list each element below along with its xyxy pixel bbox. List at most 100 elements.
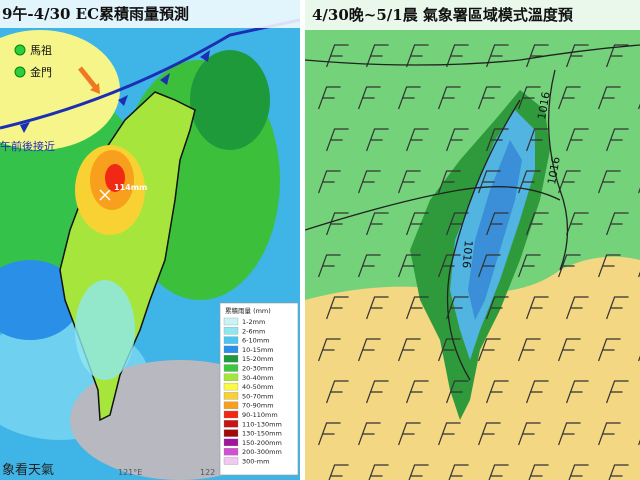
wind-barb	[406, 380, 429, 404]
wind-barb	[478, 86, 501, 110]
place-label: 馬祖	[30, 43, 52, 57]
wind-barb	[598, 422, 621, 446]
wind-barb	[406, 212, 429, 236]
wind-barb	[398, 422, 421, 446]
wind-barb	[318, 422, 341, 446]
wind-barb	[566, 128, 589, 152]
legend-swatch	[223, 410, 239, 419]
wind-barb	[518, 254, 541, 278]
wind-barb	[598, 338, 621, 362]
wind-barb	[358, 422, 381, 446]
wind-barb	[398, 254, 421, 278]
wind-barb	[486, 380, 509, 404]
wind-barb	[326, 296, 349, 320]
wind-barb	[558, 422, 581, 446]
place-label: 金門	[30, 65, 52, 79]
wind-barb	[486, 44, 509, 68]
isobar-label: 1016	[535, 91, 553, 121]
wind-barb	[398, 338, 421, 362]
legend-swatch	[223, 317, 239, 326]
wind-barb	[478, 170, 501, 194]
legend-label: 20-30mm	[242, 365, 274, 373]
legend-swatch	[223, 382, 239, 391]
axis-label: 122	[200, 468, 215, 477]
wind-barb	[366, 128, 389, 152]
legend-label: 150-200mm	[242, 439, 282, 447]
wind-barb	[318, 86, 341, 110]
legend-swatch	[223, 457, 239, 465]
legend-swatch	[223, 448, 239, 456]
wind-barb	[366, 212, 389, 236]
wind-barb	[478, 338, 501, 362]
legend-label: 90-110mm	[242, 411, 278, 419]
wind-barb	[318, 338, 341, 362]
wind-barb	[566, 212, 589, 236]
wind-barb	[326, 44, 349, 68]
wind-barb	[438, 338, 461, 362]
legend-label: 1-2mm	[242, 318, 265, 326]
legend-label: 110-130mm	[242, 420, 282, 428]
wind-barb	[358, 338, 381, 362]
wind-barb	[446, 44, 469, 68]
wind-barb	[366, 296, 389, 320]
wind-barb	[446, 380, 469, 404]
legend-label: 2-6mm	[242, 327, 265, 335]
wind-barb	[606, 380, 629, 404]
wind-barb	[326, 212, 349, 236]
wind-barb	[318, 170, 341, 194]
wind-barb	[438, 422, 461, 446]
wind-barb	[518, 422, 541, 446]
wind-barb	[366, 44, 389, 68]
wind-barb	[406, 128, 429, 152]
legend-swatch	[223, 336, 239, 344]
legend-swatch	[223, 364, 239, 372]
legend-swatch	[223, 355, 239, 363]
isobar-label: 1016	[545, 156, 563, 186]
rain-map: 9午-4/30 EC累積雨量預測 馬祖 金門 午前後接近 114mm 累積雨量 …	[0, 0, 300, 480]
temperature-map: 4/30晚~5/1晨 氣象署區域模式溫度預 1016 1016 1016	[305, 0, 640, 480]
wind-barb	[598, 170, 621, 194]
legend-label: 10-15mm	[242, 346, 274, 354]
legend-label: 50-70mm	[242, 392, 274, 400]
legend-label: 130-150mm	[242, 430, 282, 438]
legend-label: 15-20mm	[242, 355, 274, 363]
wind-barb	[566, 380, 589, 404]
watermark: 象看天氣	[2, 462, 54, 478]
wind-barb	[526, 296, 549, 320]
wind-barb	[446, 296, 469, 320]
wind-barb	[606, 296, 629, 320]
wind-barb	[326, 128, 349, 152]
wind-barb	[606, 212, 629, 236]
wind-barb	[518, 338, 541, 362]
legend-swatch	[223, 420, 239, 428]
wind-barb	[558, 338, 581, 362]
wind-barb	[358, 170, 381, 194]
wind-barb	[526, 128, 549, 152]
wind-barb	[518, 170, 541, 194]
right-title: 4/30晚~5/1晨 氣象署區域模式溫度預	[312, 6, 574, 24]
legend-title: 累積雨量 (mm)	[225, 306, 271, 315]
wind-barb	[438, 254, 461, 278]
wind-barb	[566, 44, 589, 68]
wind-barb	[526, 212, 549, 236]
legend-swatch	[223, 438, 239, 447]
axis-label: 121°E	[118, 468, 142, 477]
isobar-label: 1016	[460, 240, 475, 269]
front-note: 午前後接近	[0, 139, 55, 153]
max-label: 114mm	[114, 183, 147, 192]
wind-barb	[526, 44, 549, 68]
wind-barb	[398, 86, 421, 110]
wind-barb	[438, 86, 461, 110]
legend-label: 200-300mm	[242, 448, 282, 456]
legend-label: 6-10mm	[242, 337, 269, 345]
wind-barb	[326, 380, 349, 404]
wind-barb	[446, 128, 469, 152]
wind-barb	[486, 212, 509, 236]
wind-barb	[518, 86, 541, 110]
wind-barb	[526, 380, 549, 404]
wind-barb	[398, 170, 421, 194]
legend-label: 40-50mm	[242, 383, 274, 391]
wind-barb	[478, 422, 501, 446]
